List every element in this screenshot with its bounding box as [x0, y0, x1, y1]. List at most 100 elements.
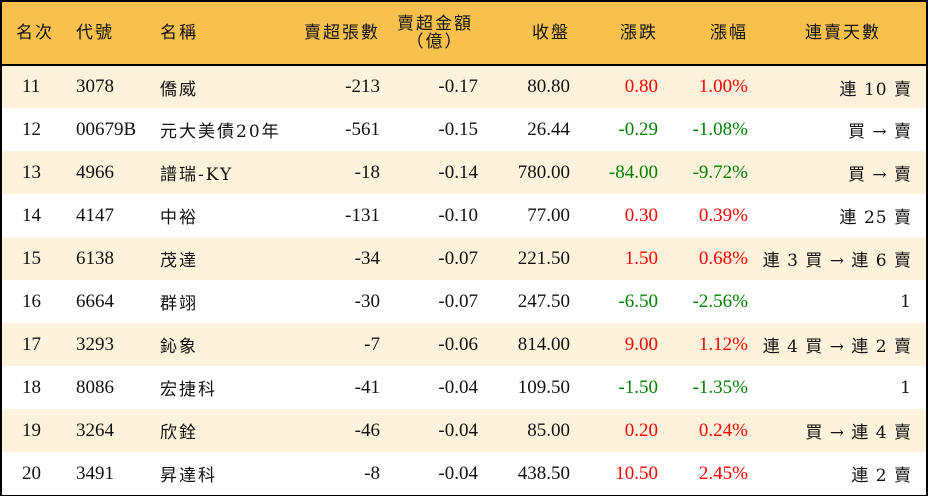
rank-cell: 14 — [22, 204, 41, 226]
streak-cell: 連 25 賣 — [839, 208, 912, 228]
net-sell-amount-cell: -0.15 — [438, 118, 478, 140]
name-cell: 僑威 — [160, 79, 198, 100]
close-cell: 80.80 — [527, 76, 570, 97]
code-cell: 6138 — [76, 247, 114, 269]
change-pct-cell: -1.35% — [692, 376, 748, 398]
name-cell: 欣銓 — [160, 423, 198, 443]
change-cell: 9.00 — [624, 333, 658, 355]
rank-cell: 18 — [22, 376, 41, 398]
code-cell: 3264 — [76, 419, 114, 441]
header-close: 收盤 — [532, 23, 570, 43]
code-cell: 6664 — [76, 290, 114, 312]
header-rank: 名次 — [16, 23, 54, 43]
header-net-sell-amount-line2: （億） — [406, 32, 464, 52]
rank-cell: 20 — [22, 462, 41, 484]
close-cell: 85.00 — [527, 419, 570, 441]
code-cell: 3293 — [76, 333, 114, 355]
name-cell: 宏捷科 — [160, 380, 217, 400]
net-sell-amount-cell: -0.07 — [438, 247, 478, 269]
table-row: 20 3491 昇達科 -8 -0.04 438.50 10.50 2.45% … — [2, 452, 926, 495]
streak-cell: 買 → 賣 — [847, 122, 912, 142]
header-change: 漲跌 — [620, 23, 658, 43]
close-cell: 780.00 — [517, 161, 570, 183]
streak-cell: 買 → 連 4 賣 — [805, 423, 912, 443]
table-row: 14 4147 中裕 -131 -0.10 77.00 0.30 0.39% 連… — [2, 194, 926, 237]
rank-cell: 13 — [22, 161, 41, 183]
name-cell: 鈊象 — [160, 337, 198, 357]
change-pct-cell: -9.72% — [692, 161, 748, 183]
rank-cell: 11 — [22, 76, 41, 97]
code-cell: 00679B — [76, 118, 137, 140]
change-cell: 0.80 — [624, 76, 658, 97]
table-row: 15 6138 茂達 -34 -0.07 221.50 1.50 0.68% 連… — [2, 237, 926, 280]
rank-cell: 17 — [22, 333, 41, 355]
name-cell: 群翊 — [160, 294, 198, 314]
code-cell: 3491 — [76, 462, 114, 484]
table-row: 19 3264 欣銓 -46 -0.04 85.00 0.20 0.24% 買 … — [2, 409, 926, 452]
header-net-sell-volume: 賣超張數 — [304, 23, 380, 43]
code-cell: 8086 — [76, 376, 114, 398]
name-cell: 譜瑞-KY — [160, 165, 234, 185]
name-cell: 中裕 — [160, 208, 198, 228]
close-cell: 109.50 — [517, 376, 570, 398]
close-cell: 814.00 — [517, 333, 570, 355]
header-name: 名稱 — [160, 23, 198, 43]
rank-cell: 15 — [22, 247, 41, 269]
change-pct-cell: 1.12% — [698, 333, 748, 355]
net-sell-volume-cell: -30 — [354, 290, 380, 312]
change-cell: 1.50 — [624, 247, 658, 269]
net-sell-amount-cell: -0.04 — [438, 462, 478, 484]
table-row: 13 4966 譜瑞-KY -18 -0.14 780.00 -84.00 -9… — [2, 151, 926, 194]
change-cell: 0.30 — [624, 204, 658, 226]
net-sell-amount-cell: -0.04 — [438, 376, 478, 398]
change-pct-cell: -1.08% — [692, 118, 748, 140]
header-net-sell-amount-line1: 賣超金額 — [397, 14, 473, 34]
table-row: 18 8086 宏捷科 -41 -0.04 109.50 -1.50 -1.35… — [2, 366, 926, 409]
close-cell: 77.00 — [527, 204, 570, 226]
change-cell: 10.50 — [615, 462, 658, 484]
header-code: 代號 — [76, 23, 114, 43]
table-row: 12 00679B 元大美債20年 -561 -0.15 26.44 -0.29… — [2, 108, 926, 151]
change-pct-cell: 1.00% — [698, 76, 748, 97]
net-sell-amount-cell: -0.07 — [438, 290, 478, 312]
table-header-row: 名次 代號 名稱 賣超張數 賣超金額 （億） 收盤 漲跌 漲幅 連賣天數 — [2, 2, 926, 65]
net-sell-amount-cell: -0.14 — [438, 161, 478, 183]
change-pct-cell: -2.56% — [692, 290, 748, 312]
rank-cell: 12 — [22, 118, 41, 140]
header-streak: 連賣天數 — [805, 23, 881, 43]
streak-cell: 1 — [900, 377, 912, 398]
net-sell-amount-cell: -0.04 — [438, 419, 478, 441]
net-sell-volume-cell: -34 — [354, 247, 380, 269]
close-cell: 438.50 — [517, 462, 570, 484]
change-pct-cell: 2.45% — [698, 462, 748, 484]
close-cell: 26.44 — [527, 118, 570, 140]
net-sell-volume-cell: -41 — [354, 376, 380, 398]
header-net-sell-amount: 賣超金額 （億） — [392, 2, 490, 65]
streak-cell: 連 10 賣 — [839, 79, 912, 100]
close-cell: 221.50 — [517, 247, 570, 269]
change-pct-cell: 0.24% — [698, 419, 748, 441]
table-row: 11 3078 僑威 -213 -0.17 80.80 0.80 1.00% 連… — [2, 65, 926, 108]
table-row: 16 6664 群翊 -30 -0.07 247.50 -6.50 -2.56%… — [2, 280, 926, 323]
code-cell: 3078 — [76, 76, 114, 97]
change-cell: -84.00 — [608, 161, 658, 183]
change-cell: -0.29 — [618, 118, 658, 140]
table-row: 17 3293 鈊象 -7 -0.06 814.00 9.00 1.12% 連 … — [2, 323, 926, 366]
close-cell: 247.50 — [517, 290, 570, 312]
streak-cell: 1 — [900, 291, 912, 312]
rank-cell: 16 — [22, 290, 41, 312]
streak-cell: 連 2 賣 — [851, 466, 912, 486]
code-cell: 4147 — [76, 204, 114, 226]
net-sell-volume-cell: -7 — [364, 333, 380, 355]
net-sell-volume-cell: -131 — [345, 204, 380, 226]
name-cell: 昇達科 — [160, 466, 217, 486]
name-cell: 茂達 — [160, 251, 198, 271]
net-sell-volume-cell: -8 — [364, 462, 380, 484]
net-sell-amount-cell: -0.06 — [438, 333, 478, 355]
code-cell: 4966 — [76, 161, 114, 183]
change-cell: 0.20 — [624, 419, 658, 441]
rank-cell: 19 — [22, 419, 41, 441]
change-cell: -1.50 — [618, 376, 658, 398]
